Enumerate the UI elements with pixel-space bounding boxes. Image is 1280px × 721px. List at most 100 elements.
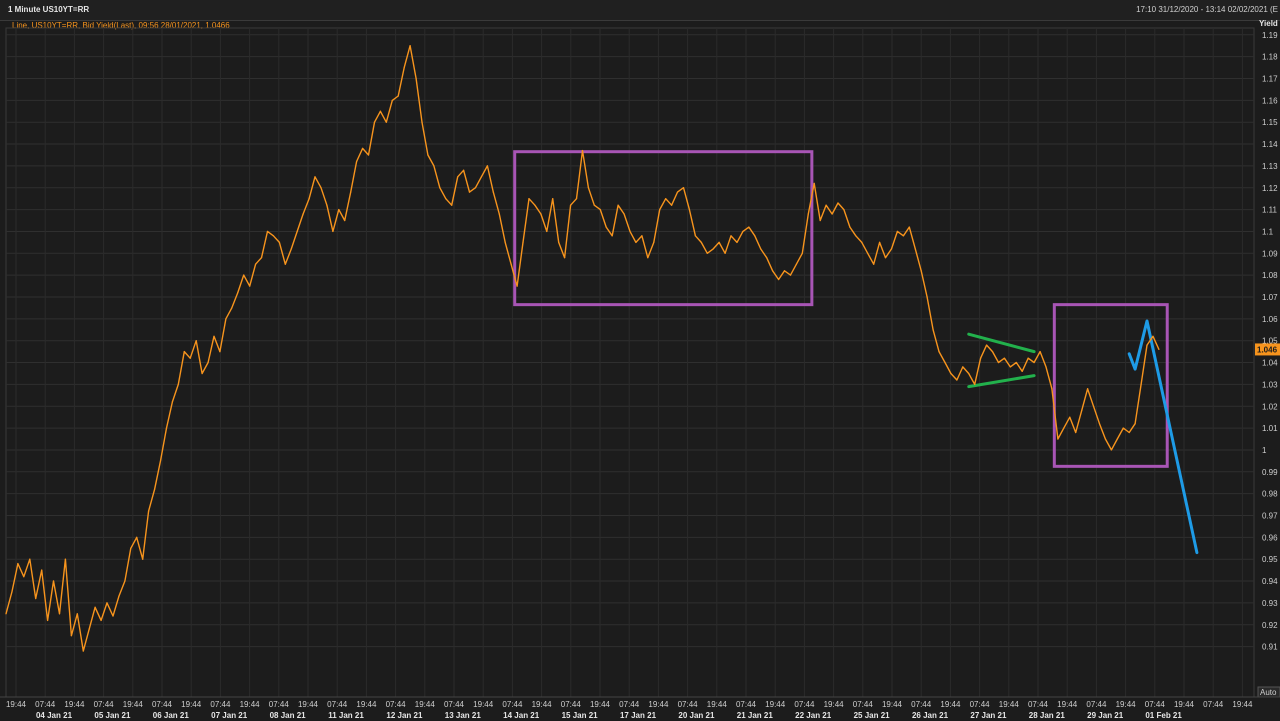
data-point (962, 366, 964, 368)
x-time-label: 19:44 (765, 700, 786, 709)
data-point (171, 401, 173, 403)
data-point (1128, 431, 1130, 434)
data-point (165, 427, 168, 429)
data-point (974, 383, 976, 385)
data-point (748, 226, 750, 228)
x-time-label: 07:44 (794, 700, 815, 709)
data-point (504, 241, 506, 243)
data-point (1003, 357, 1006, 359)
x-date-label: 21 Jan 21 (737, 711, 774, 720)
data-point (671, 204, 673, 206)
data-point (1146, 344, 1148, 346)
data-point (189, 357, 191, 359)
x-time-label: 07:44 (1028, 700, 1049, 709)
data-point (546, 230, 548, 233)
data-point (433, 165, 435, 167)
data-point (742, 230, 744, 233)
data-point (1134, 423, 1136, 425)
data-point (617, 204, 619, 206)
data-point (76, 613, 78, 615)
data-point (581, 150, 584, 152)
data-point (956, 379, 958, 381)
data-point (397, 95, 399, 97)
data-point (153, 488, 156, 490)
data-point (58, 613, 61, 615)
data-point (980, 357, 982, 359)
data-point (968, 372, 970, 375)
data-point (914, 248, 916, 250)
data-point (1021, 370, 1023, 372)
data-point (88, 628, 90, 630)
x-time-label: 07:44 (152, 700, 173, 709)
data-point (94, 606, 96, 608)
data-point (1027, 357, 1029, 359)
y-tick-label: 1.02 (1262, 402, 1278, 411)
data-point (82, 650, 84, 652)
x-time-label: 19:44 (1174, 700, 1195, 709)
y-tick-label: 1.11 (1262, 206, 1278, 215)
data-point (599, 209, 601, 211)
data-point (1009, 366, 1011, 368)
date-range-label: 17:10 31/12/2020 - 13:14 02/02/2021 (E (1136, 5, 1278, 14)
data-point (1140, 383, 1142, 385)
data-point (593, 204, 595, 206)
data-point (47, 619, 49, 621)
y-tick-label: 1 (1262, 446, 1267, 455)
data-point (754, 235, 756, 237)
data-point (11, 591, 13, 593)
data-point (777, 278, 780, 281)
range-box-1 (513, 150, 814, 307)
data-point (118, 595, 120, 597)
range-box-2 (1052, 303, 1169, 468)
data-point (807, 213, 809, 215)
data-point (623, 213, 625, 215)
data-point (712, 248, 714, 250)
x-date-label: 15 Jan 21 (562, 711, 599, 720)
data-point (837, 202, 839, 204)
data-point (468, 191, 471, 193)
x-time-label: 07:44 (970, 700, 991, 709)
data-point (332, 230, 334, 233)
data-point (831, 213, 833, 215)
data-point (801, 252, 803, 254)
data-point (783, 270, 786, 272)
data-point (106, 602, 108, 604)
data-point (522, 241, 524, 243)
data-point (266, 230, 269, 233)
x-date-label: 22 Jan 21 (795, 711, 832, 720)
x-time-label: 07:44 (911, 700, 932, 709)
data-point (718, 241, 720, 243)
data-point (1098, 423, 1101, 425)
x-time-label: 19:44 (882, 700, 903, 709)
data-point (29, 558, 31, 560)
data-point (985, 344, 988, 346)
x-time-label: 07:44 (35, 700, 56, 709)
chart-title: 1 Minute US10YT=RR (8, 5, 90, 14)
x-time-label: 07:44 (94, 700, 115, 709)
y-tick-label: 1.06 (1262, 315, 1278, 324)
data-point (409, 45, 411, 47)
x-date-label: 28 Jan 21 (1029, 711, 1066, 720)
data-point (879, 241, 881, 243)
triangle-upper-line (967, 332, 1036, 354)
y-tick-label: 0.98 (1262, 490, 1278, 499)
x-date-label: 17 Jan 21 (620, 711, 657, 720)
y-tick-label: 0.93 (1262, 599, 1278, 608)
x-time-label: 19:44 (6, 700, 27, 709)
x-time-label: 19:44 (240, 700, 261, 709)
data-point (415, 77, 417, 80)
data-point (290, 248, 292, 250)
data-point (373, 121, 376, 123)
x-time-label: 19:44 (123, 700, 144, 709)
x-time-label: 07:44 (678, 700, 699, 709)
x-time-label: 07:44 (619, 700, 640, 709)
data-point (528, 198, 530, 200)
title-bar: 1 Minute US10YT=RR 17:10 31/12/2020 - 13… (0, 0, 1280, 21)
x-time-label: 07:44 (853, 700, 874, 709)
data-point (17, 562, 19, 565)
y-tick-label: 1.09 (1262, 249, 1278, 258)
data-point (724, 252, 726, 254)
x-date-label: 01 Feb 21 (1145, 711, 1182, 720)
x-date-label: 08 Jan 21 (270, 711, 307, 720)
